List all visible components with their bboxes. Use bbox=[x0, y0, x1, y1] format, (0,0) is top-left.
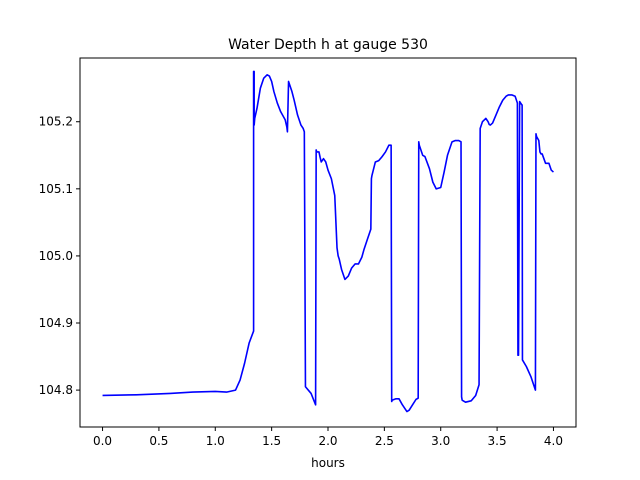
y-tick-label: 105.0 bbox=[39, 249, 73, 263]
x-tick-label: 3.5 bbox=[488, 434, 507, 448]
y-tick-label: 104.9 bbox=[39, 316, 73, 330]
series-line-0 bbox=[102, 70, 554, 413]
plot-frame bbox=[79, 57, 577, 428]
y-axis: 104.8 104.9 105.0 105.1 105.2 bbox=[39, 115, 80, 397]
x-tick-label: 2.0 bbox=[318, 434, 337, 448]
x-tick-label: 1.5 bbox=[262, 434, 281, 448]
x-axis-label: hours bbox=[311, 456, 345, 470]
x-axis: 0.0 0.5 1.0 1.5 2.0 2.5 3.0 3.5 4.0 bbox=[93, 427, 563, 448]
x-tick-label: 3.0 bbox=[431, 434, 450, 448]
y-tick-label: 104.8 bbox=[39, 383, 73, 397]
series-layer bbox=[102, 70, 554, 413]
x-tick-label: 2.5 bbox=[375, 434, 394, 448]
y-tick-label: 105.2 bbox=[39, 115, 73, 129]
x-tick-label: 0.5 bbox=[149, 434, 168, 448]
x-tick-label: 0.0 bbox=[93, 434, 112, 448]
y-tick-label: 105.1 bbox=[39, 182, 73, 196]
chart-title: Water Depth h at gauge 530 bbox=[228, 37, 428, 53]
x-tick-label: 4.0 bbox=[544, 434, 563, 448]
x-tick-label: 1.0 bbox=[206, 434, 225, 448]
